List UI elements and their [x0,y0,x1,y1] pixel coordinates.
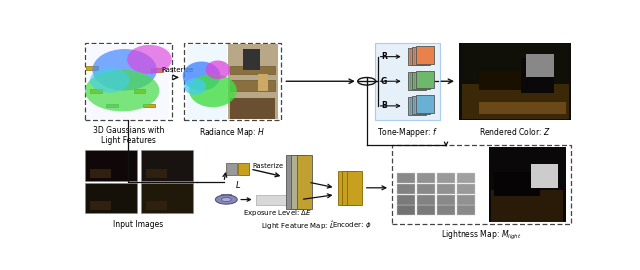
Bar [230,66,275,74]
Bar [221,194,231,196]
Bar [106,103,118,107]
Bar [85,150,137,181]
Bar [492,190,563,222]
Bar [146,201,166,210]
Text: Encoder: $\phi$: Encoder: $\phi$ [332,220,371,230]
Bar [462,84,568,119]
Bar [85,43,172,120]
Text: Tone-Mapper: $f$: Tone-Mapper: $f$ [377,126,438,139]
Bar [141,150,193,181]
Bar [415,71,435,89]
Bar [437,184,455,194]
Bar [286,155,301,209]
Bar [230,80,275,91]
Text: 3D Gaussians with
Light Features: 3D Gaussians with Light Features [93,126,164,145]
Ellipse shape [85,70,159,112]
Bar [347,171,362,205]
Ellipse shape [184,78,206,95]
Bar [256,195,298,205]
Bar [375,43,440,120]
Bar [258,74,268,91]
Bar [415,46,435,64]
Bar [417,173,435,183]
Bar [392,145,571,224]
Ellipse shape [90,68,130,93]
Bar [457,173,475,183]
Bar [228,44,278,119]
Bar [417,205,435,215]
Text: Radiance Map: $H$: Radiance Map: $H$ [199,126,266,139]
Circle shape [221,197,231,202]
Bar [479,102,566,114]
Bar [408,48,426,66]
Bar [243,49,260,70]
Bar [230,98,275,119]
Bar [338,171,353,205]
Bar [90,89,102,93]
Bar [238,163,249,175]
Bar [457,205,475,215]
Circle shape [216,195,237,204]
Bar [460,43,571,120]
Bar [437,195,455,205]
Bar [134,89,145,93]
Bar [494,172,540,196]
Bar [412,72,431,89]
Ellipse shape [189,74,237,107]
Bar [437,173,455,183]
Bar [415,95,435,113]
Bar [437,205,455,215]
Text: Input Images: Input Images [113,220,163,228]
Bar [479,71,535,90]
Bar [521,58,554,93]
Ellipse shape [127,45,172,74]
Text: Rendered Color: $Z$: Rendered Color: $Z$ [479,126,551,137]
Ellipse shape [92,49,157,91]
Bar [291,155,306,209]
Bar [527,54,554,77]
Text: Lightness Map: $M_{light}$: Lightness Map: $M_{light}$ [442,229,522,242]
Bar [86,66,99,70]
Ellipse shape [205,60,230,79]
Bar [408,72,426,90]
Text: Rasterize: Rasterize [252,163,284,168]
Bar [417,184,435,194]
Bar [85,183,137,213]
Bar [187,44,227,119]
Text: Light Feature Map: $\hat{L}$: Light Feature Map: $\hat{L}$ [261,220,335,232]
Bar [342,171,357,205]
Text: R: R [381,52,387,61]
Bar [143,103,156,107]
Bar [397,173,415,183]
Bar [88,44,169,119]
Bar [90,169,111,178]
Bar [375,43,440,120]
Bar [141,183,193,213]
Bar [457,195,475,205]
Bar [90,201,111,210]
Bar [146,169,166,178]
Bar [184,43,281,120]
Bar [397,184,415,194]
Bar [408,97,426,115]
Bar [457,184,475,194]
Bar [297,155,312,209]
Bar [412,96,431,114]
Text: $L$: $L$ [235,179,241,190]
Text: B: B [381,101,387,110]
Bar [412,47,431,65]
Bar [397,195,415,205]
Bar [462,44,568,119]
Bar [417,195,435,205]
Bar [151,68,163,72]
Bar [531,164,558,188]
Bar [227,163,237,175]
Ellipse shape [182,62,220,91]
Text: G: G [381,77,387,86]
Bar [397,205,415,215]
Bar [489,147,566,222]
Text: Exposure Level: $\Delta E$: Exposure Level: $\Delta E$ [243,208,312,218]
Text: Rasterize: Rasterize [162,67,194,73]
